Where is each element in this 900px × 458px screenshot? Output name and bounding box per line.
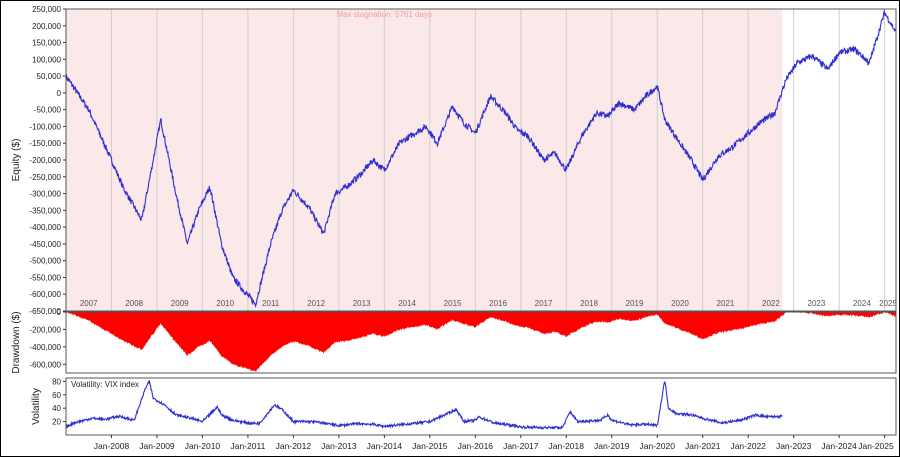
equity-y-axis: 250,000 200,000 150,000 100,000 50,000 0 -50,0… <box>29 5 66 316</box>
drawdown-y-tick-label: 0 <box>57 308 62 317</box>
volatility-y-tick-label: 20 <box>52 418 61 427</box>
year-gridlines: 2007 2008 2009 2010 2011 2012 2013 2014 2015 2016… <box>80 9 897 311</box>
x-tick-label: Jan-2018 <box>549 441 585 451</box>
volatility-y-axis-label: Volatility <box>31 388 42 425</box>
equity-y-tick-label: -600,000 <box>29 290 61 299</box>
year-label: 2011 <box>262 299 280 308</box>
x-axis-labels: Jan-2008 Jan-2009 Jan-2010 Jan-2011 Jan-2012… <box>94 435 894 451</box>
drawdown-y-tick-label: -200,000 <box>29 325 61 334</box>
x-tick-label: Jan-2015 <box>412 441 448 451</box>
equity-y-tick-label: 150,000 <box>32 39 61 48</box>
drawdown-y-axis: 0 -200,000 -400,000 -600,000 <box>29 308 66 369</box>
equity-y-tick-label: -150,000 <box>29 139 61 148</box>
x-tick-label: Jan-2013 <box>321 441 357 451</box>
year-label: 2019 <box>626 299 644 308</box>
equity-y-tick-label: -450,000 <box>29 240 61 249</box>
equity-y-tick-label: 200,000 <box>32 22 61 31</box>
equity-y-tick-label: -550,000 <box>29 273 61 282</box>
year-label: 2015 <box>444 299 462 308</box>
equity-y-tick-label: 0 <box>57 89 62 98</box>
equity-y-tick-label: -50,000 <box>34 106 62 115</box>
year-label: 2022 <box>762 299 780 308</box>
x-tick-label: Jan-2024 <box>821 441 857 451</box>
equity-y-tick-label: 100,000 <box>32 55 61 64</box>
equity-y-tick-label: 50,000 <box>37 72 62 81</box>
x-tick-label: Jan-2020 <box>640 441 676 451</box>
stagnation-region <box>66 9 783 311</box>
equity-y-tick-label: -100,000 <box>29 122 61 131</box>
x-tick-label: Jan-2009 <box>139 441 175 451</box>
drawdown-plot-border <box>65 311 897 374</box>
year-label: 2020 <box>671 299 689 308</box>
drawdown-y-tick-label: -600,000 <box>29 360 61 369</box>
year-label: 2010 <box>216 299 234 308</box>
year-label: 2009 <box>171 299 189 308</box>
x-tick-label: Jan-2022 <box>730 441 766 451</box>
year-label: 2021 <box>717 299 735 308</box>
vix-line <box>65 380 783 431</box>
year-label: 2014 <box>398 299 416 308</box>
equity-y-tick-label: -350,000 <box>29 206 61 215</box>
equity-y-tick-label: -250,000 <box>29 173 61 182</box>
drawdown-area <box>66 312 896 372</box>
year-label: 2017 <box>535 299 553 308</box>
x-tick-label: Jan-2016 <box>458 441 494 451</box>
x-tick-label: Jan-2025 <box>858 441 894 451</box>
volatility-plot-border <box>65 377 897 436</box>
x-tick-label: Jan-2019 <box>594 441 630 451</box>
year-label: 2016 <box>489 299 507 308</box>
year-label: 2012 <box>307 299 325 308</box>
equity-y-tick-label: -300,000 <box>29 190 61 199</box>
drawdown-y-axis-label: Drawdown ($) <box>11 311 22 373</box>
year-label: 2023 <box>808 299 826 308</box>
equity-line <box>65 8 897 309</box>
equity-y-tick-label: -650,000 <box>29 307 61 316</box>
year-label: 2007 <box>80 299 98 308</box>
equity-y-tick-label: -400,000 <box>29 223 61 232</box>
x-tick-label: Jan-2021 <box>685 441 721 451</box>
year-label: 2018 <box>580 299 598 308</box>
equity-y-tick-label: 250,000 <box>32 5 61 14</box>
year-label: 2025 <box>879 299 897 308</box>
volatility-panel: 80 60 40 20 Volatility Volatility: VIX index J… <box>31 377 897 451</box>
year-label: 2013 <box>353 299 371 308</box>
equity-y-tick-label: -200,000 <box>29 156 61 165</box>
volatility-y-tick-label: 40 <box>52 404 61 413</box>
equity-plot-border <box>65 8 897 312</box>
x-tick-label: Jan-2008 <box>94 441 130 451</box>
year-label: 2008 <box>125 299 143 308</box>
volatility-legend: Volatility: VIX index <box>71 380 139 389</box>
x-tick-label: Jan-2017 <box>503 441 539 451</box>
x-tick-label: Jan-2014 <box>367 441 403 451</box>
equity-y-tick-label: -500,000 <box>29 257 61 266</box>
volatility-y-tick-label: 80 <box>52 377 61 386</box>
x-tick-label: Jan-2010 <box>185 441 221 451</box>
drawdown-y-tick-label: -400,000 <box>29 343 61 352</box>
equity-y-axis-label: Equity ($) <box>11 139 22 182</box>
volatility-y-axis: 80 60 40 20 <box>52 377 66 427</box>
year-label: 2024 <box>853 299 871 308</box>
x-tick-label: Jan-2012 <box>276 441 312 451</box>
x-tick-label: Jan-2023 <box>776 441 812 451</box>
drawdown-panel: 0 -200,000 -400,000 -600,000 Drawdown ($) <box>11 308 897 374</box>
x-tick-label: Jan-2011 <box>231 441 266 451</box>
volatility-y-tick-label: 60 <box>52 391 61 400</box>
